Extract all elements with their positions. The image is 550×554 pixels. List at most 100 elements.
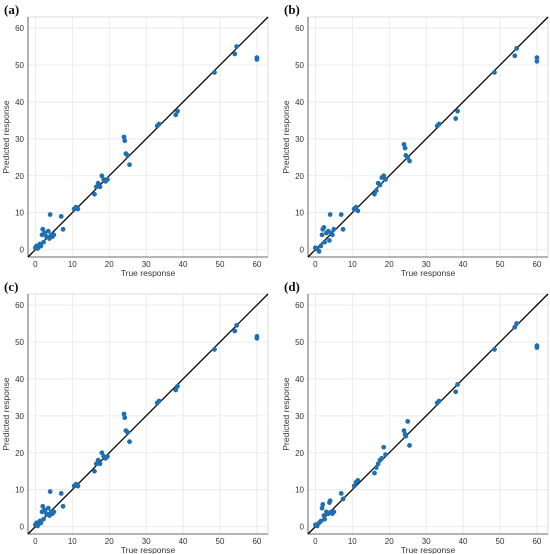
data-point xyxy=(373,465,379,470)
data-point xyxy=(322,239,328,245)
data-point xyxy=(38,243,44,249)
data-point xyxy=(47,489,53,494)
y-tick-label: 0 xyxy=(300,246,305,255)
data-point xyxy=(156,121,162,127)
data-point xyxy=(318,243,324,249)
y-tick-label: 30 xyxy=(295,412,304,421)
data-point xyxy=(99,450,105,456)
data-point xyxy=(383,452,388,458)
data-point xyxy=(401,141,407,147)
y-axis-title: Predicted response xyxy=(1,377,11,451)
panel-label: (c) xyxy=(4,279,18,294)
x-tick-label: 10 xyxy=(348,537,357,546)
x-tick-label: 30 xyxy=(422,260,431,269)
y-tick-label: 20 xyxy=(15,172,24,181)
y-axis-title: Predicted response xyxy=(1,100,11,174)
x-tick-label: 40 xyxy=(179,537,188,546)
data-point xyxy=(95,180,101,186)
data-point xyxy=(338,212,344,217)
data-point xyxy=(329,232,335,238)
data-point xyxy=(405,418,411,424)
data-point xyxy=(327,212,333,217)
data-point xyxy=(95,457,101,463)
data-point xyxy=(122,138,128,144)
data-point xyxy=(340,496,346,502)
x-tick-label: 60 xyxy=(252,260,261,269)
y-tick-label: 50 xyxy=(295,61,304,70)
data-point xyxy=(234,44,240,49)
x-tick-label: 40 xyxy=(179,260,188,269)
data-point xyxy=(407,158,412,164)
data-point xyxy=(41,516,46,522)
data-point xyxy=(453,389,459,395)
chart-panel: 0 10 20 30 40 50 60 0 10 20 30 40 50 60 True response P… xyxy=(1,279,269,554)
data-point xyxy=(355,478,361,483)
data-point xyxy=(492,69,497,75)
y-tick-label: 60 xyxy=(295,301,304,310)
y-axis-title: Predicted response xyxy=(281,100,291,174)
data-point xyxy=(534,55,540,61)
data-point xyxy=(402,145,408,151)
x-axis-title: True response xyxy=(121,545,176,554)
x-tick-label: 0 xyxy=(313,537,318,546)
x-tick-label: 30 xyxy=(142,260,151,269)
data-point xyxy=(375,461,381,467)
data-point xyxy=(372,191,377,197)
data-point xyxy=(331,226,337,232)
data-point xyxy=(93,184,99,190)
data-point xyxy=(436,121,442,127)
x-tick-label: 20 xyxy=(105,537,114,546)
data-point xyxy=(319,232,325,238)
x-tick-label: 10 xyxy=(68,537,77,546)
y-tick-label: 40 xyxy=(15,98,24,107)
y-tick-label: 10 xyxy=(15,209,24,218)
data-point xyxy=(234,322,240,328)
reference-line xyxy=(307,293,549,535)
data-point xyxy=(45,228,51,234)
data-point xyxy=(321,513,327,518)
data-point xyxy=(97,184,103,190)
y-tick-label: 50 xyxy=(295,338,304,347)
data-point xyxy=(340,226,346,232)
data-point xyxy=(92,191,97,197)
x-axis-title: True response xyxy=(401,545,456,554)
y-tick-label: 50 xyxy=(15,61,24,70)
x-tick-label: 40 xyxy=(459,537,468,546)
data-point xyxy=(75,483,81,489)
data-point xyxy=(514,45,520,51)
data-point xyxy=(383,177,388,182)
y-tick-label: 10 xyxy=(15,486,24,495)
data-point xyxy=(534,58,540,64)
data-point xyxy=(121,411,127,417)
data-point xyxy=(156,398,162,404)
data-point xyxy=(319,505,325,511)
x-tick-label: 50 xyxy=(216,260,225,269)
data-point xyxy=(212,69,217,75)
data-point xyxy=(45,505,51,511)
x-tick-label: 30 xyxy=(422,537,431,546)
data-point xyxy=(318,518,324,524)
data-point xyxy=(93,461,99,467)
data-point xyxy=(327,498,333,504)
data-point xyxy=(355,208,361,214)
y-tick-label: 10 xyxy=(295,486,304,495)
data-point xyxy=(254,57,260,62)
data-point xyxy=(173,387,179,393)
data-point xyxy=(379,455,385,461)
data-point xyxy=(322,516,328,522)
reference-line xyxy=(27,16,269,258)
y-tick-label: 30 xyxy=(15,412,24,421)
x-tick-label: 0 xyxy=(33,537,38,546)
data-point xyxy=(512,324,518,330)
data-point xyxy=(512,53,518,59)
data-point xyxy=(127,162,132,168)
y-tick-label: 20 xyxy=(295,449,304,458)
data-point xyxy=(534,345,540,350)
data-point xyxy=(401,428,407,434)
data-point xyxy=(51,232,57,238)
chart-panel: 0 10 20 30 40 50 60 0 10 20 30 40 50 60 True response P… xyxy=(281,279,549,554)
data-point xyxy=(492,346,497,352)
data-point xyxy=(92,468,97,474)
data-point xyxy=(353,204,359,210)
